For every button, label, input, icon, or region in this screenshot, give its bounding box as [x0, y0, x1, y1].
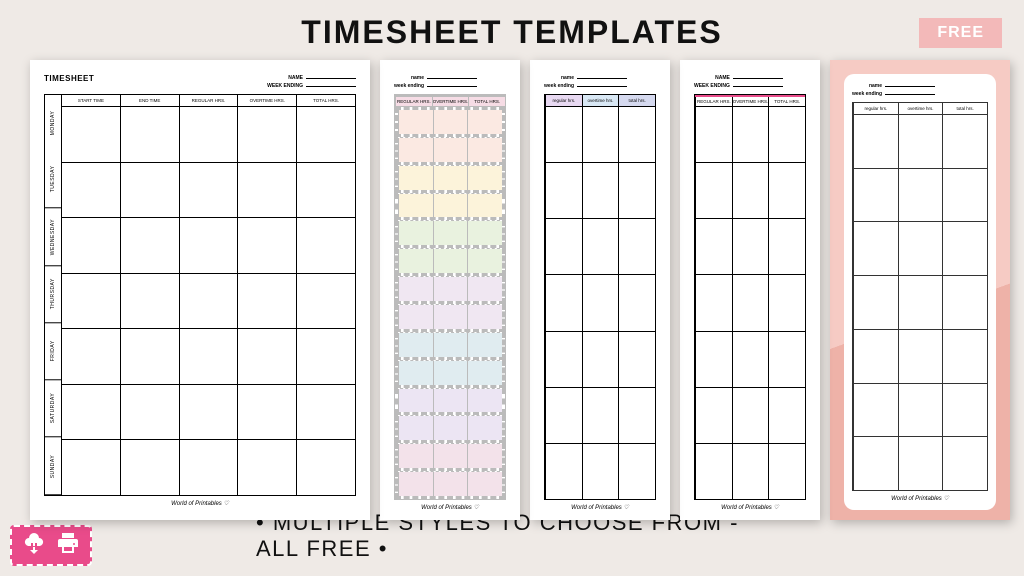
- col-header: overtime hrs.: [582, 95, 619, 106]
- col-header: OVERTIME HRS.: [237, 95, 296, 106]
- col-header: TOTAL HRS.: [468, 97, 505, 106]
- col-header: regular hrs.: [545, 95, 582, 106]
- page-title: TIMESHEET TEMPLATES: [301, 14, 722, 51]
- day-label: FRIDAY: [45, 323, 61, 380]
- timesheet-template-2: nameweek ending REGULAR HRS. OVERTIME HR…: [380, 60, 520, 520]
- col-header: total hrs.: [942, 103, 987, 114]
- sheet-meta: NAME WEEK ENDING: [267, 74, 356, 90]
- col-header: TOTAL HRS.: [768, 97, 805, 106]
- sheet-footer: World of Printables ♡: [44, 500, 356, 507]
- timesheet-template-1: TIMESHEET NAME WEEK ENDING MONDAY TUESDA…: [30, 60, 370, 520]
- free-badge: FREE: [919, 18, 1002, 48]
- timesheet-template-5: nameweek ending regular hrs. overtime hr…: [830, 60, 1010, 520]
- timesheet-grid: MONDAY TUESDAY WEDNESDAY THURSDAY FRIDAY…: [44, 94, 356, 496]
- col-header: regular hrs.: [853, 103, 898, 114]
- day-label: THURSDAY: [45, 266, 61, 323]
- timesheet-template-4: NAMEWEEK ENDING REGULAR HRS. OVERTIME HR…: [680, 60, 820, 520]
- col-header: START TIME: [61, 95, 120, 106]
- day-label: SATURDAY: [45, 380, 61, 437]
- col-header: OVERTIME HRS.: [732, 97, 769, 106]
- col-header: END TIME: [120, 95, 179, 106]
- download-print-badge[interactable]: [10, 525, 92, 566]
- col-header: total hrs.: [618, 95, 655, 106]
- day-label: MONDAY: [45, 95, 61, 151]
- template-stage: TIMESHEET NAME WEEK ENDING MONDAY TUESDA…: [30, 60, 1014, 530]
- col-header: REGULAR HRS.: [695, 97, 732, 106]
- col-header: overtime hrs.: [898, 103, 943, 114]
- timesheet-template-3: nameweek ending regular hrs. overtime hr…: [530, 60, 670, 520]
- print-icon: [56, 531, 80, 560]
- day-label: WEDNESDAY: [45, 209, 61, 266]
- col-header: REGULAR HRS.: [395, 97, 432, 106]
- col-header: REGULAR HRS.: [179, 95, 238, 106]
- day-label: TUESDAY: [45, 151, 61, 208]
- sheet-title: TIMESHEET: [44, 74, 94, 90]
- col-header: OVERTIME HRS.: [432, 97, 469, 106]
- col-header: TOTAL HRS.: [296, 95, 355, 106]
- day-label: SUNDAY: [45, 438, 61, 495]
- download-icon: [22, 531, 46, 560]
